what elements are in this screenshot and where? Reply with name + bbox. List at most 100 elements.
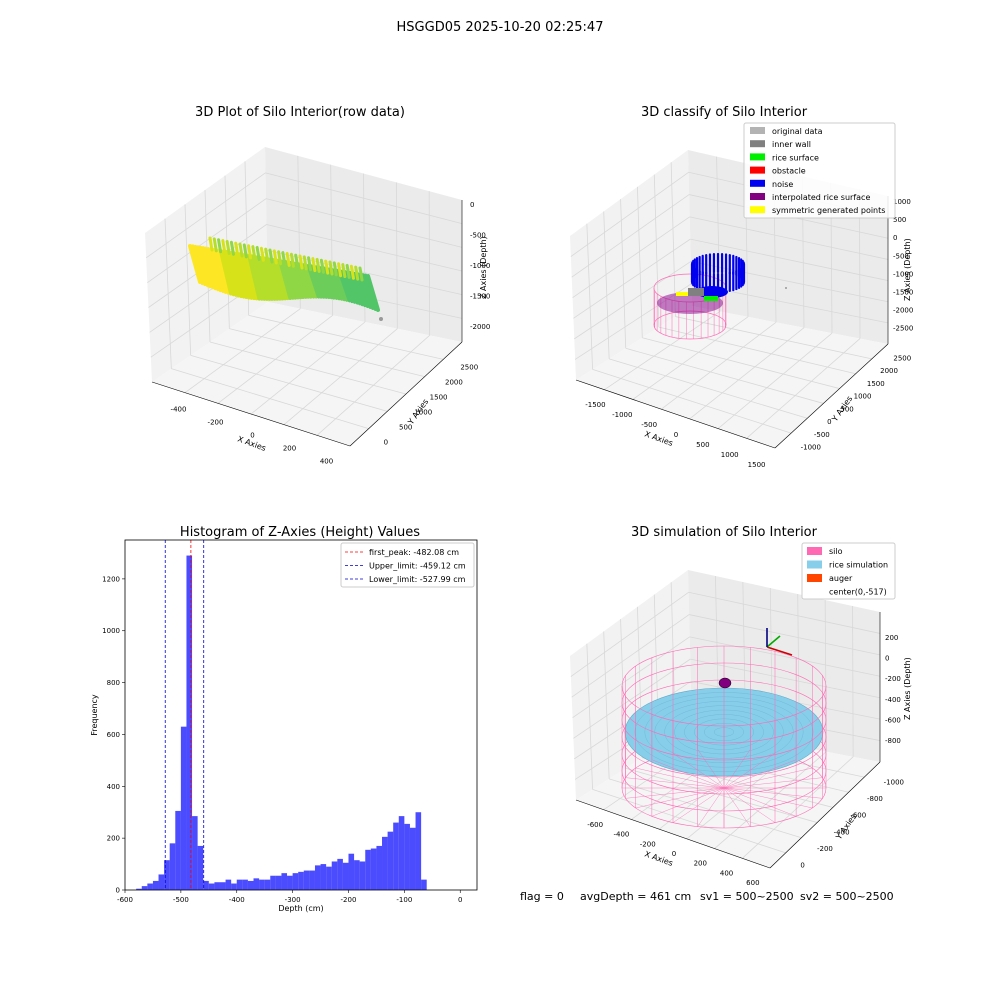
hist-x-tick-label: -400 <box>229 896 245 904</box>
panel2-grid-line <box>609 358 808 419</box>
hist-bar <box>231 883 237 890</box>
panel4-grid-line <box>852 605 854 757</box>
panel4-tick-labels: -600-400-20002004006000-200-400-600-800-… <box>587 634 904 887</box>
panel1-point-column <box>200 246 215 290</box>
panel2-y-tick: 1000 <box>854 393 872 401</box>
panel1-rim-column <box>354 265 360 281</box>
panel2-grid-line <box>604 311 721 391</box>
hist-legend-label: Upper_limit: -459.12 cm <box>369 562 466 571</box>
panel1-point-column <box>342 270 357 304</box>
panel2-grid-line <box>574 261 692 340</box>
panel1-point-column <box>224 250 239 297</box>
footer-flag: flag = 0 <box>520 890 564 903</box>
panel2-rice-surface-points <box>704 296 718 301</box>
panel2-legend-swatch <box>750 179 765 187</box>
panel2-y-tick: 2500 <box>893 354 911 362</box>
panel1-point-column <box>296 262 311 299</box>
panel2-y-tick: 500 <box>840 405 853 413</box>
panel4-legend-swatch <box>807 587 822 596</box>
hist-legend-label: first_peak: -482.08 cm <box>369 548 459 557</box>
panel1-point-column <box>208 247 223 293</box>
hist-x-tick-label: -300 <box>285 896 301 904</box>
hist-y-tick-label: 1200 <box>102 575 120 583</box>
hist-legend: first_peak: -482.08 cm Upper_limit: -459.… <box>340 542 475 588</box>
panel1-rim-column <box>298 254 304 270</box>
panel4-zlabel: Z Axies (Depth) <box>903 657 912 720</box>
panel1-rim-column <box>208 236 214 252</box>
hist-x-tick-label: 0 <box>458 896 462 904</box>
hist-bar <box>147 883 153 890</box>
panel1-rim-column <box>319 258 325 274</box>
panel1-rim-column <box>242 243 248 259</box>
hist-bar <box>421 879 427 890</box>
hist-bar <box>287 875 293 890</box>
hist-bar <box>309 870 315 890</box>
panel1-point-column <box>188 244 202 284</box>
panel4-x-axis-line <box>575 799 771 869</box>
hist-bar <box>365 849 371 890</box>
panel1-x-tick: -200 <box>208 419 224 427</box>
panel4-silo-floor-spoke <box>697 787 725 827</box>
panel4-x-tick: 0 <box>672 850 676 858</box>
hist-bar <box>326 866 332 890</box>
panel1-point-column <box>363 273 378 311</box>
hist-bar <box>320 864 327 890</box>
panel2-grid-line <box>571 194 690 278</box>
panel1-rim-column <box>259 246 265 262</box>
panel2-grid-line <box>716 156 721 312</box>
hist-bar <box>219 882 226 890</box>
panel4-silo-floor-spoke <box>697 749 725 789</box>
panel4-silo-floor-spoke <box>625 777 725 789</box>
panel1-point-column <box>262 256 277 301</box>
panel4-silo-floor-spoke <box>723 767 813 789</box>
panel1-point-column <box>195 245 210 288</box>
panel2-grid-line <box>689 327 805 420</box>
panel4-grid-line <box>689 614 881 656</box>
panel1-point-column <box>242 253 257 301</box>
panel4-silo-floor-spoke <box>723 787 797 817</box>
panel2-grid-line <box>658 326 856 375</box>
panel1-rim-column <box>341 263 347 279</box>
panel2-inner-wall-points <box>688 288 704 296</box>
hist-legend-label: Lower_limit: -527.99 cm <box>369 575 466 584</box>
panel-3d-simulation: 3D simulation of Silo Interior -600 -400 -… <box>570 525 912 887</box>
panel4-legend-swatch <box>807 547 822 555</box>
panel1-x-tick: 400 <box>320 458 333 466</box>
panel1-point-column <box>193 244 208 287</box>
panel1-rim-column <box>277 250 283 266</box>
panel2-x-tick: -500 <box>641 421 657 429</box>
panel1-rim-column <box>272 249 278 265</box>
panel1-point-column <box>270 257 285 301</box>
panel4-y-axis-line <box>769 761 881 869</box>
panel4-xlabel: X Axies <box>643 849 674 868</box>
panel-3d-classify: 3D classify of Silo Interior -1500-1000-… <box>570 105 913 469</box>
panel4-legend-label: silo <box>829 547 843 556</box>
hist-bar <box>197 845 204 890</box>
panel2-legend-label: inner wall <box>772 140 811 149</box>
panel1-point-column <box>231 251 246 299</box>
hist-bar <box>303 870 310 890</box>
panel1-rim-column <box>294 253 300 269</box>
hist-bar <box>214 882 220 890</box>
hist-y-tick-label: 600 <box>107 731 120 739</box>
panel1-point-column <box>190 244 205 286</box>
panel1-rim-column <box>229 240 235 256</box>
hist-x-tick-label: -600 <box>117 896 133 904</box>
panel4-x-tick: -200 <box>640 840 656 848</box>
panel4-title: 3D simulation of Silo Interior <box>631 525 818 540</box>
panel4-y-tick: -400 <box>834 828 850 836</box>
panel4-y-tick: -200 <box>817 845 833 853</box>
hist-bar <box>398 816 405 890</box>
panel4-grid-line <box>714 751 827 849</box>
panel1-rim-column <box>345 263 351 279</box>
panel2-grid-line <box>573 238 691 319</box>
panel1-point-column <box>335 268 350 302</box>
panel4-z-tick: -600 <box>885 716 901 724</box>
panel2-legend-label: rice surface <box>772 153 819 162</box>
panel4-silo-floor-spoke <box>723 787 751 827</box>
hist-bar <box>342 862 349 890</box>
panel1-z-tick: 0 <box>470 201 474 209</box>
panel2-legend-swatch <box>750 140 765 148</box>
panel2-legend-frame <box>743 122 896 219</box>
panel1-zlabel: Z Axies (Depth) <box>479 236 488 299</box>
